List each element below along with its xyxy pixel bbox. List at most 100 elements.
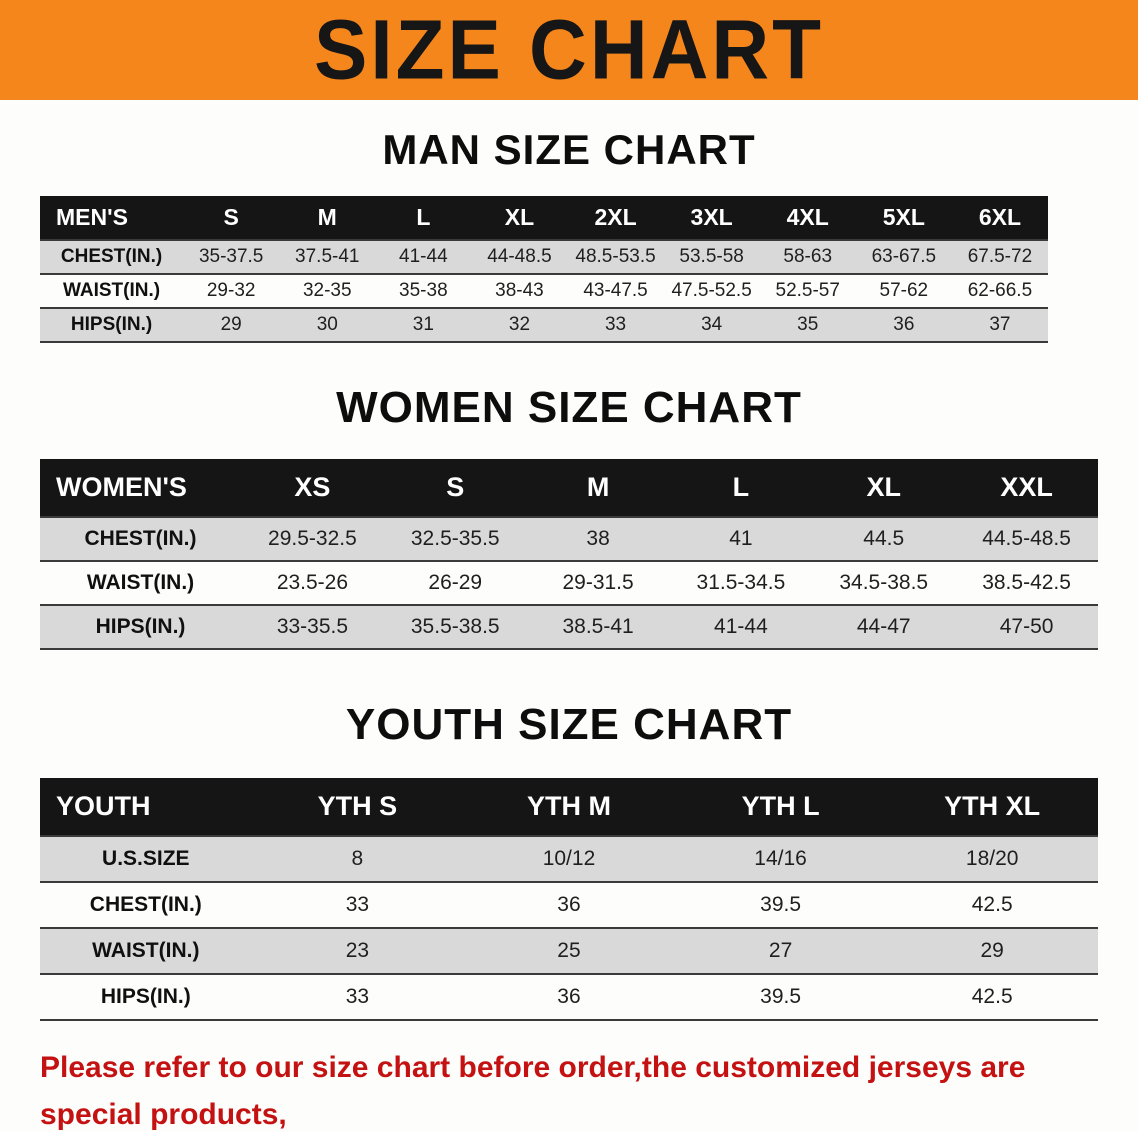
- row-label: HIPS(IN.): [95, 615, 186, 638]
- table-header-row: WOMEN'S XS S M L XL XXL: [40, 459, 1098, 517]
- measurement-row: CHEST(IN.) 33 36 39.5 42.5: [40, 882, 1098, 928]
- size-value-cell: 35-38: [399, 280, 448, 301]
- size-value-cell: 18/20: [965, 847, 1019, 870]
- size-value-cell: 35.5-38.5: [410, 615, 500, 638]
- size-value-cell: 26-29: [428, 571, 483, 594]
- size-value-cell: 44.5: [863, 527, 905, 550]
- size-value-cell: 30: [316, 314, 338, 335]
- size-value-cell: 32.5-35.5: [410, 527, 500, 550]
- size-column-header: XL: [812, 459, 956, 517]
- size-value-cell: 48.5-53.5: [575, 246, 656, 267]
- size-column-header: YTH L: [674, 778, 887, 836]
- measurement-row: CHEST(IN.) 35-37.5 37.5-41 41-44 44-48.5 48.5…: [40, 240, 1048, 274]
- size-value-cell: 44-48.5: [487, 246, 552, 267]
- size-value-cell: 57-62: [879, 280, 929, 301]
- size-value-cell: 29-32: [206, 280, 256, 301]
- size-value-cell: 14/16: [754, 847, 807, 870]
- measurement-row: U.S.SIZE 8 10/12 14/16 18/20: [40, 836, 1098, 882]
- size-value-cell: 39.5: [760, 893, 802, 916]
- size-column-header: 3XL: [663, 196, 760, 240]
- size-value-cell: 35: [797, 314, 819, 335]
- size-value-cell: 31.5-34.5: [696, 571, 786, 594]
- size-value-cell: 38.5-41: [562, 615, 634, 638]
- size-value-cell: 32-35: [302, 280, 352, 301]
- size-value-cell: 29.5-32.5: [268, 527, 357, 550]
- size-column-header: S: [183, 196, 280, 240]
- size-value-cell: 38.5-42.5: [982, 571, 1071, 594]
- table-header-row: YOUTH YTH S YTH M YTH L YTH XL: [40, 778, 1098, 836]
- row-label: CHEST(IN.): [84, 527, 197, 550]
- size-column-header: L: [375, 196, 472, 240]
- size-column-header: M: [279, 196, 376, 240]
- size-value-cell: 29-31.5: [562, 571, 634, 594]
- size-value-cell: 43-47.5: [583, 280, 648, 301]
- size-value-cell: 33: [345, 985, 370, 1008]
- disclaimer-note: Please refer to our size chart before or…: [40, 1045, 1126, 1132]
- size-column-header: S: [383, 459, 527, 517]
- size-value-cell: 35-37.5: [198, 246, 264, 267]
- row-label: WAIST(IN.): [63, 280, 161, 301]
- size-value-cell: 38-43: [495, 280, 544, 301]
- size-column-header: L: [669, 459, 813, 517]
- table-header-row: MEN'S S M L XL 2XL 3XL 4XL 5XL 6XL: [40, 196, 1048, 240]
- table-title-cell: YOUTH: [40, 778, 252, 836]
- size-value-cell: 36: [557, 985, 581, 1008]
- size-column-header: 2XL: [567, 196, 664, 240]
- size-value-cell: 8: [351, 847, 364, 870]
- disclaimer-line-1: Please refer to our size chart before or…: [40, 1051, 1026, 1131]
- size-value-cell: 34: [701, 314, 723, 335]
- size-column-header: YTH M: [463, 778, 675, 836]
- measurement-row: HIPS(IN.) 29 30 31 32 33 34 35 36 37: [40, 308, 1048, 342]
- row-label: U.S.SIZE: [102, 847, 190, 870]
- row-label: CHEST(IN.): [60, 246, 163, 267]
- size-value-cell: 63-67.5: [871, 246, 937, 267]
- size-value-cell: 41-44: [399, 246, 448, 267]
- measurement-row: HIPS(IN.) 33-35.5 35.5-38.5 38.5-41 41-44 44-…: [40, 605, 1098, 649]
- size-value-cell: 47.5-52.5: [671, 280, 752, 301]
- size-column-header: 5XL: [855, 196, 952, 240]
- measurement-row: CHEST(IN.) 29.5-32.5 32.5-35.5 38 41 44.5 44.5…: [40, 517, 1098, 561]
- size-value-cell: 38: [586, 527, 610, 550]
- size-value-cell: 31: [412, 314, 434, 335]
- women-section-heading: WOMEN SIZE CHART: [336, 383, 802, 432]
- size-value-cell: 52.5-57: [775, 280, 840, 301]
- size-value-cell: 36: [893, 314, 915, 335]
- size-value-cell: 32: [508, 314, 531, 335]
- size-value-cell: 36: [557, 893, 581, 916]
- measurement-row: HIPS(IN.) 33 36 39.5 42.5: [40, 974, 1098, 1020]
- table-title-cell: MEN'S: [40, 196, 184, 240]
- size-value-cell: 29: [980, 939, 1004, 962]
- size-column-header: XXL: [955, 459, 1098, 517]
- row-label: HIPS(IN.): [100, 985, 191, 1008]
- size-value-cell: 33-35.5: [276, 615, 349, 638]
- men-size-table: MEN'S S M L XL 2XL 3XL 4XL 5XL 6XL CHEST(IN.) 35-37…: [40, 196, 1048, 343]
- size-column-header: YTH XL: [886, 778, 1098, 836]
- size-column-header: XL: [471, 196, 568, 240]
- size-value-cell: 67.5-72: [967, 246, 1033, 267]
- size-value-cell: 42.5: [971, 985, 1013, 1008]
- size-value-cell: 27: [768, 939, 793, 962]
- size-value-cell: 41-44: [714, 615, 768, 638]
- measurement-row: WAIST(IN.) 23.5-26 26-29 29-31.5 31.5-34.5 34…: [40, 561, 1098, 605]
- men-section-heading: MAN SIZE CHART: [382, 126, 756, 173]
- size-column-header: YTH S: [251, 778, 464, 836]
- size-value-cell: 41: [729, 527, 753, 550]
- size-column-header: 6XL: [951, 196, 1048, 240]
- size-column-header: M: [526, 459, 670, 517]
- size-chart-banner: SIZE CHART: [0, 0, 1138, 100]
- size-value-cell: 34.5-38.5: [839, 571, 929, 594]
- size-value-cell: 53.5-58: [679, 246, 744, 267]
- size-value-cell: 39.5: [760, 985, 802, 1008]
- size-value-cell: 62-66.5: [967, 280, 1033, 301]
- size-column-header: 4XL: [759, 196, 856, 240]
- banner-title: SIZE CHART: [314, 2, 824, 97]
- size-value-cell: 25: [557, 939, 581, 962]
- row-label: WAIST(IN.): [92, 939, 200, 962]
- women-size-table: WOMEN'S XS S M L XL XXL CHEST(IN.) 29.5-32.5 32.5…: [40, 459, 1098, 650]
- size-value-cell: 29: [220, 314, 242, 335]
- size-value-cell: 44.5-48.5: [982, 527, 1071, 550]
- size-value-cell: 10/12: [542, 847, 596, 870]
- row-label: HIPS(IN.): [70, 314, 153, 335]
- size-value-cell: 33: [345, 893, 370, 916]
- size-value-cell: 23: [345, 939, 370, 962]
